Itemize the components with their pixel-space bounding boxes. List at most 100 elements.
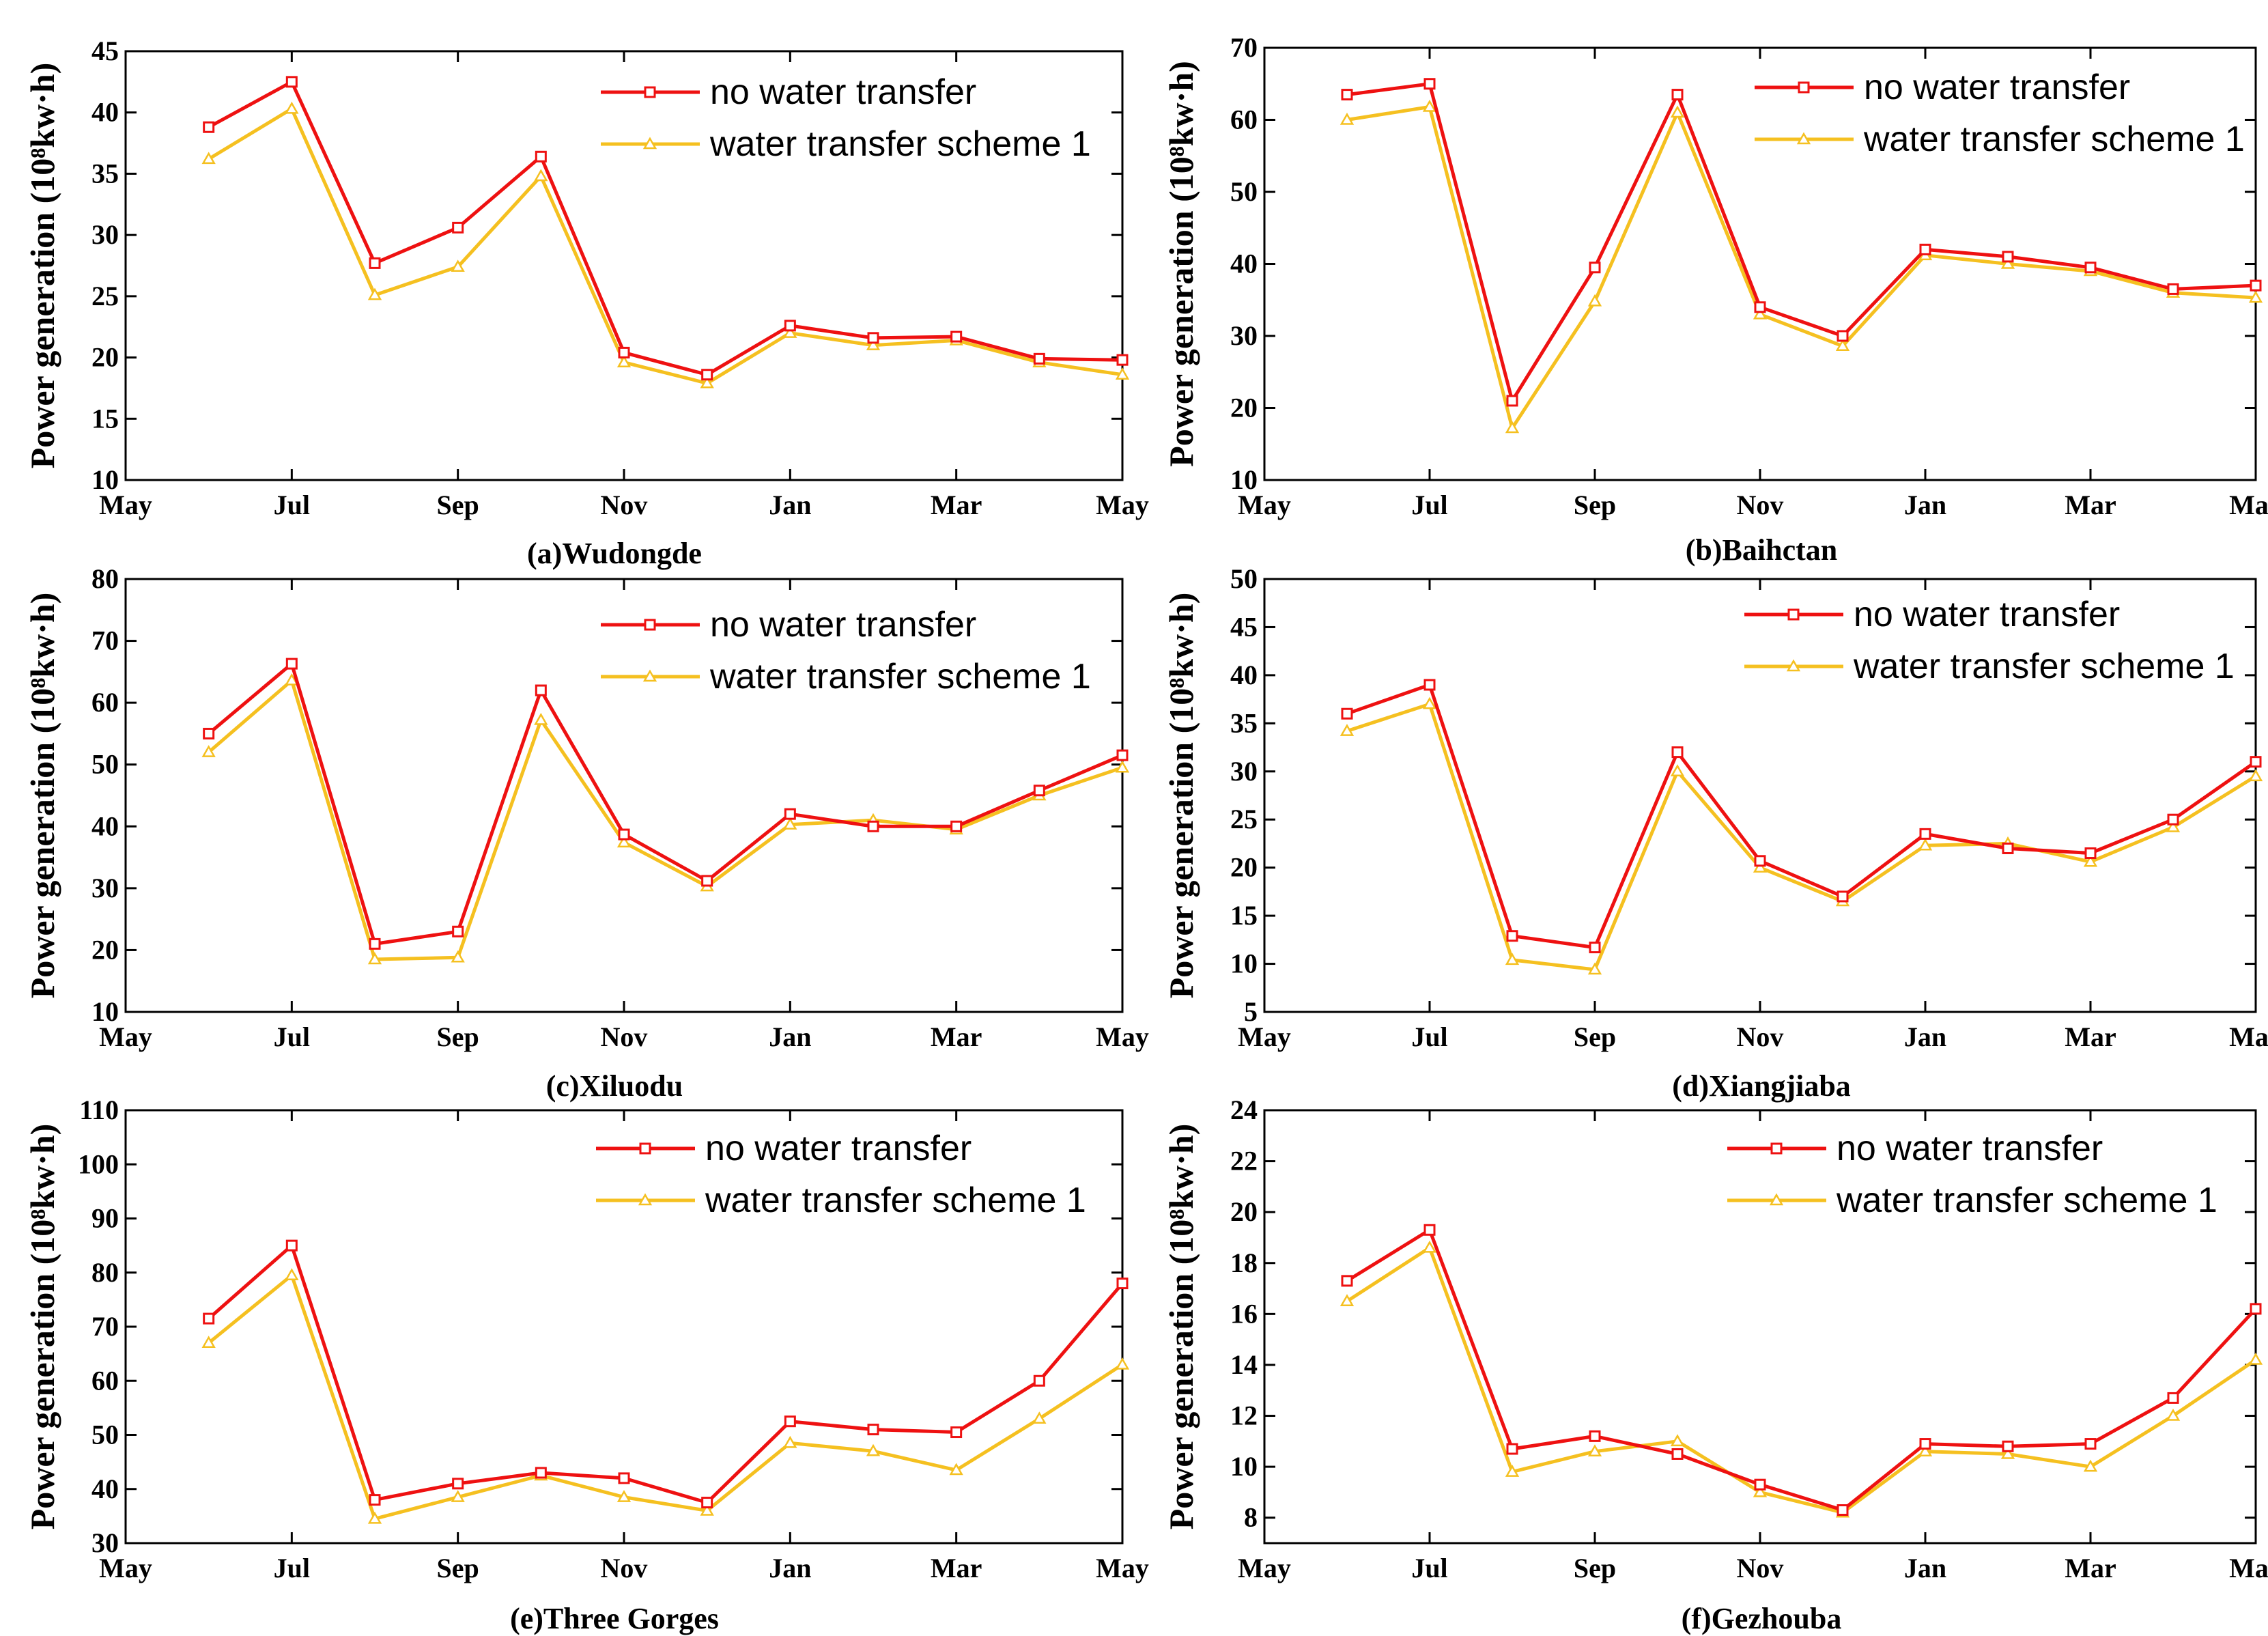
data-point-square <box>1423 679 1436 691</box>
data-point-square <box>1754 855 1766 867</box>
data-point-square <box>618 1472 630 1484</box>
y-tick-label: 5 <box>1244 996 1258 1027</box>
data-point-triangle <box>1753 307 1768 320</box>
data-point-triangle <box>2000 256 2015 269</box>
x-tick-label: Jul <box>1411 1553 1447 1583</box>
data-point-triangle <box>2083 854 2098 867</box>
legend-label: water transfer scheme 1 <box>1863 119 2245 159</box>
data-point-triangle <box>1115 367 1130 380</box>
data-point-triangle <box>616 835 632 848</box>
data-point-square <box>1116 749 1129 761</box>
data-point-square <box>701 369 713 381</box>
data-point-triangle <box>1505 953 1520 965</box>
panel-caption: (e)Three Gorges <box>510 1602 719 1635</box>
x-tick-label: Jul <box>274 490 310 520</box>
y-tick-label: 20 <box>1230 1196 1258 1227</box>
data-point-square <box>1506 930 1518 942</box>
y-tick-label: 10 <box>91 464 119 495</box>
x-tick-label: Jan <box>769 1021 811 1052</box>
x-tick-label: Mar <box>931 1553 982 1583</box>
data-point-square <box>452 1478 464 1490</box>
x-tick-label: Jan <box>1904 490 1946 520</box>
y-tick-label: 20 <box>1230 852 1258 883</box>
data-point-square <box>1423 1224 1436 1236</box>
legend-label: water transfer scheme 1 <box>1853 647 2235 686</box>
data-point-triangle <box>367 287 382 300</box>
x-tick-label: Mar <box>931 490 982 520</box>
chart-panel: 10 15 20 25 30 35 40 45 May Jul Sep Nov Jan Mar May Pow… <box>23 36 1149 570</box>
data-point-triangle <box>783 817 797 830</box>
series-line <box>208 679 1123 961</box>
y-tick-label: 70 <box>91 625 119 656</box>
x-tick-label: Nov <box>1737 1021 1784 1052</box>
y-tick-label: 18 <box>1230 1247 1258 1278</box>
legend-marker <box>1796 132 1811 145</box>
series-line <box>208 80 1123 377</box>
x-tick-label: Mar <box>2065 1021 2116 1052</box>
data-point-triangle <box>616 355 632 367</box>
data-point-square <box>203 121 215 133</box>
y-tick-label: 40 <box>91 97 119 128</box>
y-tick-label: 50 <box>1230 563 1258 594</box>
data-point-triangle <box>700 1503 714 1516</box>
series-line <box>1346 683 2257 950</box>
x-tick-label: Sep <box>437 1553 479 1583</box>
data-point-triangle <box>2248 290 2263 303</box>
data-point-triangle <box>451 259 465 272</box>
data-point-square <box>1341 707 1353 720</box>
y-tick-label: 14 <box>1230 1349 1258 1380</box>
data-point-square <box>618 828 630 841</box>
legend-marker <box>1786 659 1801 672</box>
data-point-triangle <box>1587 1444 1602 1456</box>
y-tick-label: 80 <box>91 1257 119 1288</box>
data-point-square <box>1837 1504 1849 1517</box>
data-point-square <box>369 1494 381 1506</box>
data-point-square <box>1341 89 1353 101</box>
legend-marker <box>1787 608 1800 621</box>
y-axis-label: Power generation (10⁸kw·h) <box>1162 1124 1200 1530</box>
data-point-square <box>701 875 713 887</box>
data-point-square <box>285 1239 298 1252</box>
y-tick-label: 45 <box>1230 611 1258 642</box>
x-tick-label: Sep <box>1574 1021 1616 1052</box>
y-tick-label: 50 <box>91 749 119 780</box>
x-tick-label: Mar <box>2065 1553 2116 1583</box>
y-tick-label: 30 <box>91 1527 119 1558</box>
series-line <box>1346 82 2256 403</box>
y-tick-label: 40 <box>1230 249 1258 279</box>
x-tick-label: Nov <box>1737 1553 1784 1583</box>
data-point-square <box>2167 813 2179 826</box>
data-point-triangle <box>367 1511 382 1524</box>
series-line <box>1346 702 2257 972</box>
x-tick-label: Mar <box>2065 490 2116 520</box>
data-point-triangle <box>1505 1465 1520 1477</box>
y-tick-label: 24 <box>1230 1095 1258 1125</box>
x-tick-label: Jan <box>1904 1021 1946 1052</box>
data-point-triangle <box>451 950 465 963</box>
data-point-square <box>1116 1278 1129 1290</box>
legend-marker <box>644 86 656 98</box>
data-point-square <box>784 320 796 332</box>
legend-marker <box>639 1142 651 1155</box>
legend-marker <box>1770 1142 1783 1155</box>
chart-panel: 5 10 15 20 25 30 35 40 45 50 May Jul Sep Nov Jan Mar May… <box>1162 563 2268 1103</box>
data-point-triangle <box>1753 1484 1768 1497</box>
x-tick-label: Nov <box>601 1553 648 1583</box>
x-tick-label: Jul <box>1411 490 1447 520</box>
data-point-square <box>1423 78 1436 90</box>
chart-panel: 10 20 30 40 50 60 70 May Jul Sep Nov Jan Mar May Power… <box>1162 32 2268 567</box>
data-point-square <box>1033 352 1045 365</box>
data-point-square <box>1837 330 1849 342</box>
data-point-square <box>867 820 879 832</box>
data-point-triangle <box>201 152 216 165</box>
y-tick-label: 30 <box>91 219 119 250</box>
data-point-triangle <box>616 1490 632 1502</box>
y-tick-label: 35 <box>91 158 119 188</box>
x-tick-label: Sep <box>1574 490 1616 520</box>
data-point-triangle <box>1339 112 1355 125</box>
y-tick-label: 10 <box>91 996 119 1027</box>
data-point-square <box>535 150 547 163</box>
x-tick-label: Jul <box>274 1021 310 1052</box>
data-point-square <box>2250 1303 2262 1315</box>
y-tick-label: 50 <box>91 1420 119 1450</box>
